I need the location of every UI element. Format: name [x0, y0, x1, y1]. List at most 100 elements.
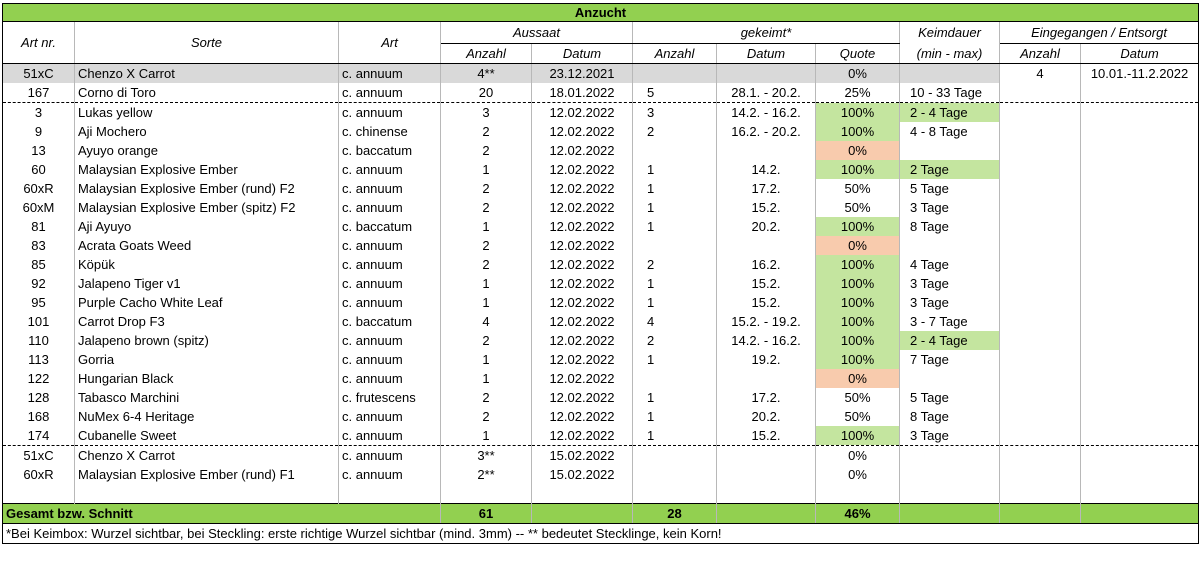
cell-aussaat-datum: 12.02.2022: [531, 293, 633, 312]
cell-quote: 100%: [815, 426, 900, 446]
cell-art-nr: [2, 484, 75, 504]
cell-gekeimt-anzahl: [632, 445, 717, 465]
cell-aussaat-anzahl: 4**: [440, 63, 532, 83]
header-keimdauer-range: (min - max): [899, 43, 1000, 64]
cell-gekeimt-anzahl: 3: [632, 102, 717, 122]
cell-aussaat-anzahl: 2: [440, 141, 532, 160]
cell-art-nr: 60xM: [2, 198, 75, 217]
table-row: 13 Ayuyo orange c. baccatum 2 12.02.2022 0%: [2, 141, 1200, 160]
header-aussaat: Aussaat: [440, 21, 633, 44]
cell-gekeimt-datum: 17.2.: [716, 388, 816, 407]
cell-art-nr: 113: [2, 350, 75, 369]
cell-aussaat-anzahl: 2: [440, 407, 532, 426]
cell-art: c. annuum: [338, 445, 441, 465]
header-keimdauer: Keimdauer: [899, 21, 1000, 44]
cell-gekeimt-datum: [716, 236, 816, 255]
cell-art: c. annuum: [338, 236, 441, 255]
cell-keimdauer: 3 Tage: [899, 293, 1000, 312]
cell-art: c. annuum: [338, 83, 441, 103]
cell-keimdauer: 5 Tage: [899, 179, 1000, 198]
table-row: 9 Aji Mochero c. chinense 2 12.02.2022 2 16.2.…: [2, 122, 1200, 141]
cell-aussaat-datum: 12.02.2022: [531, 122, 633, 141]
cell-gekeimt-anzahl: 1: [632, 388, 717, 407]
cell-quote: 0%: [815, 465, 900, 484]
cell-sorte: Hungarian Black: [74, 369, 339, 388]
cell-quote: 0%: [815, 369, 900, 388]
cell-aussaat-anzahl: 2: [440, 122, 532, 141]
cell-aussaat-datum: 12.02.2022: [531, 198, 633, 217]
header-gekeimt: gekeimt*: [632, 21, 900, 44]
cell-keimdauer: [899, 141, 1000, 160]
cell-aussaat-anzahl: 1: [440, 369, 532, 388]
cell-art: c. annuum: [338, 179, 441, 198]
total-aussaat-anzahl: 61: [440, 503, 532, 524]
cell-art: c. annuum: [338, 255, 441, 274]
header-aussaat-datum: Datum: [531, 43, 633, 64]
cell-quote: 0%: [815, 141, 900, 160]
cell-aussaat-anzahl: 2: [440, 255, 532, 274]
cell-eingegangen-anzahl: [999, 160, 1081, 179]
cell-aussaat-datum: [531, 484, 633, 504]
cell-aussaat-anzahl: 2: [440, 198, 532, 217]
cell-eingegangen-datum: [1079, 198, 1200, 217]
cell-art-nr: 60xR: [2, 465, 75, 484]
cell-aussaat-datum: 12.02.2022: [531, 141, 633, 160]
cell-keimdauer: 2 - 4 Tage: [899, 102, 1000, 122]
table-row: 60xM Malaysian Explosive Ember (spitz) F2…: [2, 198, 1200, 217]
cell-gekeimt-datum: [716, 484, 816, 504]
cell-keimdauer: 8 Tage: [899, 407, 1000, 426]
table-row: 101 Carrot Drop F3 c. baccatum 4 12.02.2022 4…: [2, 312, 1200, 331]
cell-gekeimt-datum: 16.2. - 20.2.: [716, 122, 816, 141]
cell-gekeimt-datum: 20.2.: [716, 407, 816, 426]
cell-keimdauer: 3 Tage: [899, 274, 1000, 293]
cell-eingegangen-datum: [1079, 331, 1200, 350]
cell-quote: 0%: [815, 236, 900, 255]
cell-art-nr: 122: [2, 369, 75, 388]
cell-aussaat-anzahl: 1: [440, 274, 532, 293]
cell-art: c. baccatum: [338, 141, 441, 160]
total-gekeimt-anzahl: 28: [632, 503, 717, 524]
cell-eingegangen-datum: [1079, 484, 1200, 504]
cell-gekeimt-anzahl: [632, 484, 717, 504]
total-quote: 46%: [815, 503, 900, 524]
cell-sorte: Aji Ayuyo: [74, 217, 339, 236]
cell-keimdauer: 2 Tage: [899, 160, 1000, 179]
cell-keimdauer: 3 - 7 Tage: [899, 312, 1000, 331]
cell-art: c. annuum: [338, 102, 441, 122]
cell-art-nr: 101: [2, 312, 75, 331]
cell-eingegangen-anzahl: [999, 274, 1081, 293]
cell-gekeimt-anzahl: [632, 465, 717, 484]
cell-eingegangen-anzahl: [999, 484, 1081, 504]
cell-aussaat-datum: 12.02.2022: [531, 331, 633, 350]
cell-aussaat-datum: 12.02.2022: [531, 407, 633, 426]
cell-art: c. annuum: [338, 63, 441, 83]
cell-gekeimt-anzahl: 2: [632, 122, 717, 141]
cell-aussaat-datum: 12.02.2022: [531, 236, 633, 255]
header-gekeimt-anzahl: Anzahl: [632, 43, 717, 64]
cell-art-nr: 168: [2, 407, 75, 426]
header-eingegangen-datum: Datum: [1079, 43, 1200, 64]
cell-aussaat-anzahl: 1: [440, 350, 532, 369]
cell-sorte: Chenzo X Carrot: [74, 445, 339, 465]
cell-eingegangen-datum: [1079, 426, 1200, 446]
cell-eingegangen-anzahl: [999, 293, 1081, 312]
cell-gekeimt-datum: [716, 141, 816, 160]
cell-quote: 0%: [815, 63, 900, 83]
cell-keimdauer: 5 Tage: [899, 388, 1000, 407]
cell-gekeimt-datum: [716, 445, 816, 465]
cell-aussaat-anzahl: 2: [440, 236, 532, 255]
cell-gekeimt-anzahl: 1: [632, 160, 717, 179]
cell-aussaat-datum: 12.02.2022: [531, 102, 633, 122]
cell-gekeimt-datum: 15.2. - 19.2.: [716, 312, 816, 331]
cell-keimdauer: [899, 484, 1000, 504]
cell-gekeimt-anzahl: 2: [632, 255, 717, 274]
cell-art-nr: 92: [2, 274, 75, 293]
cell-quote: 25%: [815, 83, 900, 103]
table-row: 128 Tabasco Marchini c. frutescens 2 12.02.2…: [2, 388, 1200, 407]
cell-aussaat-anzahl: 1: [440, 160, 532, 179]
cell-gekeimt-anzahl: 5: [632, 83, 717, 103]
cell-gekeimt-anzahl: [632, 236, 717, 255]
cell-sorte: Aji Mochero: [74, 122, 339, 141]
cell-aussaat-datum: 15.02.2022: [531, 465, 633, 484]
cell-keimdauer: 3 Tage: [899, 426, 1000, 446]
